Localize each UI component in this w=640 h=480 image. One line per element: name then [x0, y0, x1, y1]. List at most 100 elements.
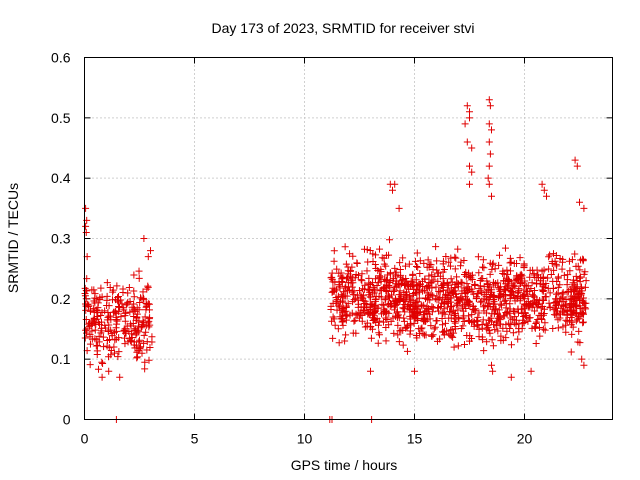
data-point — [532, 319, 540, 327]
data-point — [389, 314, 397, 322]
data-point — [515, 328, 523, 336]
data-point — [93, 341, 101, 349]
data-point — [469, 302, 477, 310]
data-point — [550, 311, 558, 319]
data-point — [119, 304, 127, 312]
data-point — [360, 291, 368, 299]
data-point — [330, 257, 338, 265]
data-point — [103, 296, 111, 304]
data-point — [360, 308, 368, 316]
data-point — [349, 279, 357, 287]
data-point — [499, 324, 507, 332]
data-point — [579, 318, 587, 326]
data-point — [447, 275, 455, 283]
data-point — [516, 280, 524, 288]
data-point — [361, 323, 369, 331]
data-point — [336, 306, 344, 314]
data-point — [115, 334, 123, 342]
data-point — [110, 349, 118, 357]
data-point — [126, 320, 134, 328]
data-point — [335, 281, 343, 289]
data-point — [548, 260, 556, 268]
data-point — [509, 283, 517, 291]
data-point — [389, 186, 396, 194]
data-point — [478, 289, 486, 297]
data-point — [342, 283, 350, 291]
data-point — [422, 307, 430, 315]
data-point — [341, 337, 349, 345]
data-point — [105, 367, 113, 375]
data-point — [339, 292, 347, 300]
data-point — [104, 313, 112, 321]
data-point — [131, 344, 139, 352]
x-tick-label: 0 — [81, 431, 89, 447]
data-point — [484, 324, 492, 332]
data-point — [499, 267, 507, 275]
data-point — [367, 301, 375, 309]
data-point — [464, 300, 472, 308]
data-point — [566, 267, 574, 275]
data-point — [144, 282, 152, 290]
data-point — [576, 274, 584, 282]
data-point — [427, 322, 435, 330]
data-point — [86, 331, 94, 339]
data-point — [416, 270, 424, 278]
data-point — [146, 344, 154, 352]
data-point — [371, 296, 379, 304]
data-point — [351, 316, 359, 324]
data-point — [434, 304, 442, 312]
data-point — [402, 281, 410, 289]
data-point — [94, 365, 102, 373]
data-point — [524, 282, 532, 290]
data-point — [425, 310, 433, 318]
data-point — [422, 331, 430, 339]
data-point — [485, 299, 493, 307]
data-point — [528, 279, 536, 287]
data-point — [483, 338, 491, 346]
data-point — [475, 309, 483, 317]
data-point — [439, 295, 447, 303]
data-point — [359, 285, 367, 293]
data-point — [391, 180, 399, 188]
data-point — [375, 292, 383, 300]
data-point — [460, 257, 468, 265]
data-point — [438, 321, 446, 329]
data-point — [381, 275, 389, 283]
data-point — [374, 339, 382, 347]
data-point — [432, 243, 440, 251]
data-point — [390, 306, 398, 314]
data-point — [503, 283, 511, 291]
data-point — [395, 338, 403, 346]
data-point — [354, 271, 362, 279]
data-point — [524, 298, 532, 306]
data-point — [556, 281, 564, 289]
data-point — [507, 258, 515, 266]
data-point — [371, 260, 379, 268]
data-point — [521, 281, 529, 289]
data-point — [414, 263, 422, 271]
data-point — [540, 266, 548, 274]
data-point — [452, 290, 460, 298]
data-point — [560, 271, 568, 279]
data-point — [417, 325, 425, 333]
data-point — [454, 314, 462, 322]
data-point — [539, 286, 547, 294]
data-point — [127, 337, 135, 345]
data-point — [138, 349, 146, 357]
data-point — [477, 298, 485, 306]
data-point — [412, 262, 420, 270]
data-point — [440, 265, 448, 273]
data-point — [496, 287, 504, 295]
data-point — [521, 291, 529, 299]
data-point — [363, 267, 371, 275]
data-point — [466, 108, 473, 116]
data-point — [147, 247, 154, 255]
data-point — [490, 310, 498, 318]
data-point — [141, 358, 149, 366]
data-point — [573, 283, 581, 291]
data-point — [111, 336, 119, 344]
data-point — [135, 318, 143, 326]
data-point — [428, 332, 436, 340]
data-point — [429, 331, 437, 339]
data-point — [451, 265, 459, 273]
